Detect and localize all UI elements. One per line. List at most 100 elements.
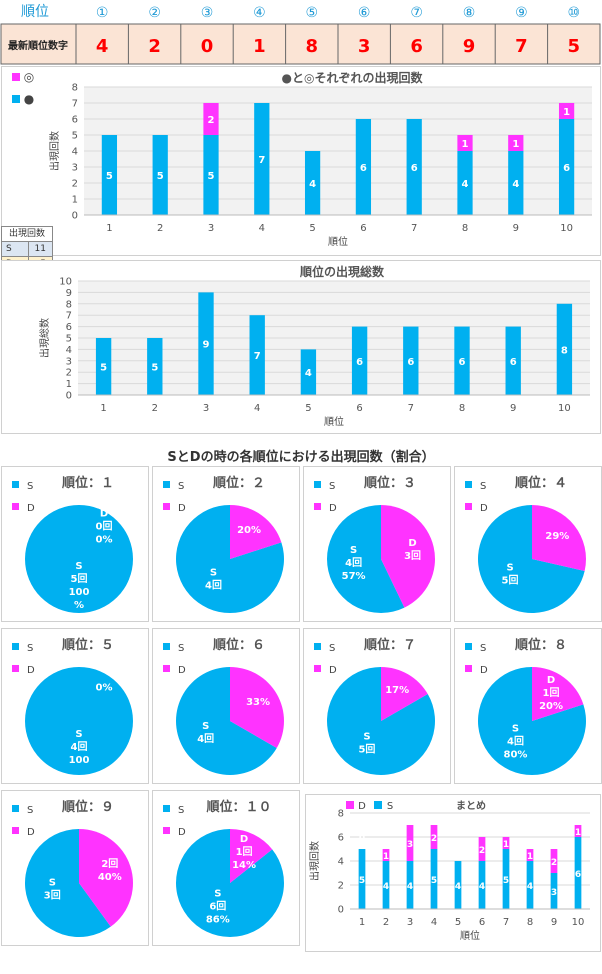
pie-label-s: S: [506, 563, 513, 574]
bar-primary: [574, 837, 582, 909]
data-label: 4: [383, 882, 389, 892]
bar-secondary: [203, 103, 219, 135]
pie-title: 順位：３: [364, 475, 416, 491]
legend-swatch: [163, 503, 170, 510]
pie-label-d: 0%: [96, 683, 113, 694]
x-tick-label: 10: [572, 917, 585, 928]
legend-swatch: [12, 503, 19, 510]
y-tick-label: 2: [66, 368, 72, 379]
y-tick-label: 6: [338, 833, 344, 844]
pie-label-s: 100: [69, 755, 90, 766]
y-tick-label: 2: [72, 179, 78, 190]
pie-label-d: 20%: [539, 701, 563, 712]
pie-panel-5: 順位：５ S D S 4回 100 0%: [1, 628, 149, 784]
rank-header-1: ①: [96, 5, 109, 21]
data-label: 4: [407, 882, 413, 892]
pie-title: 順位：１: [62, 475, 114, 491]
latest-digit-9: 7: [515, 36, 528, 57]
bar-primary: [508, 151, 524, 215]
legend-swatch: [12, 73, 20, 81]
rank-header-3: ③: [201, 5, 214, 21]
pie-panel-2: 順位：２ S D S 4回 20%: [152, 466, 300, 622]
legend-swatch: [163, 481, 170, 488]
pie-label-d: 1回: [543, 687, 560, 699]
data-label: 0: [455, 846, 461, 856]
legend-swatch: [163, 827, 170, 834]
pie-label-d: 17%: [385, 685, 409, 696]
pie-slice-s: [25, 667, 133, 775]
x-tick-label: 5: [309, 223, 315, 234]
data-label: 8: [561, 345, 568, 356]
x-axis-title: 順位: [460, 929, 480, 942]
bar-secondary: [478, 837, 486, 861]
legend-name: D: [178, 665, 186, 676]
bar-secondary: [574, 825, 582, 837]
legend-name: S: [178, 481, 184, 492]
bar-primary: [147, 338, 163, 395]
pie-label-s: S: [75, 729, 82, 740]
bar-primary: [304, 151, 321, 215]
pie-label-s: 4回: [507, 736, 524, 748]
pie-label-s: S: [210, 568, 217, 579]
pie-label-s: 5回: [502, 575, 519, 587]
data-label: 6: [356, 357, 363, 368]
data-label: 5: [503, 876, 509, 886]
legend-box-title: 出現回数: [1, 226, 53, 242]
pie-slice-d: [532, 667, 584, 721]
legend-swatch: [12, 827, 19, 834]
bar-primary: [430, 849, 438, 909]
latest-digit-7: 6: [410, 36, 423, 57]
y-tick-label: 0: [66, 391, 72, 402]
bar-primary: [358, 849, 366, 909]
pie-section-title: SとDの時の各順位における出現回数（割合）: [167, 450, 435, 465]
rank-header-5: ⑤: [306, 5, 319, 21]
pie-title: 順位：６: [213, 637, 265, 653]
data-label: 2: [551, 858, 557, 868]
pie-label-d: 14%: [232, 860, 256, 871]
y-tick-label: 10: [59, 277, 72, 288]
legend-name: D: [27, 503, 35, 514]
y-tick-label: 7: [72, 99, 78, 110]
summary-svg: 0 2 4 6 8 1 5 0 2 4 1 3 4 3 4 5 2 5 4 0 6 4 2 7 5 1 8 4 1 9 3 2 10 6 1 まとめ順…: [308, 800, 590, 942]
bar-primary: [203, 135, 219, 215]
x-tick-label: 7: [503, 917, 509, 928]
x-tick-label: 4: [254, 403, 260, 414]
x-tick-label: 10: [560, 223, 573, 234]
legend-swatch: [163, 805, 170, 812]
data-label: 6: [563, 163, 570, 174]
pie-title: 順位：９: [62, 799, 114, 815]
pie-title: 順位：２: [213, 475, 265, 491]
pie-label-s: 80%: [504, 750, 528, 761]
data-label: 1: [575, 828, 581, 838]
pie-label-d: 3回: [404, 550, 421, 562]
bar-secondary: [508, 135, 524, 151]
bar-primary: [406, 861, 414, 909]
bar-primary: [249, 315, 265, 395]
legend-swatch: [163, 665, 170, 672]
latest-digit-8: 9: [463, 36, 476, 57]
data-label: 4: [527, 882, 533, 892]
legend-name: S: [178, 643, 184, 654]
bar-primary: [351, 326, 368, 395]
legend-swatch: [465, 481, 472, 488]
x-tick-label: 2: [157, 223, 163, 234]
legend-name: D: [178, 827, 186, 838]
legend-swatch: [12, 643, 19, 650]
pie-label-s: S: [214, 888, 221, 899]
x-tick-label: 4: [431, 917, 437, 928]
pie-panel-3: 順位：３ S D S 4回 57% D 3回: [303, 466, 451, 622]
legend-swatch: [374, 801, 382, 809]
legend-name: S: [27, 481, 33, 492]
legend-row-S: S 11: [1, 242, 53, 257]
pie-label-d: 1回: [236, 846, 253, 858]
rank-header-8: ⑧: [463, 5, 476, 21]
data-label: 4: [479, 882, 485, 892]
x-tick-label: 7: [411, 223, 417, 234]
legend-name: S: [178, 805, 184, 816]
x-tick-label: 7: [408, 403, 414, 414]
data-label: 9: [203, 340, 210, 351]
bar-primary: [300, 349, 317, 395]
legend-name: D: [178, 503, 186, 514]
